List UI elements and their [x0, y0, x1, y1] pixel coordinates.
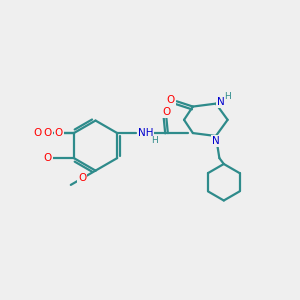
Text: O: O [78, 173, 86, 183]
Text: NH: NH [138, 128, 154, 138]
Text: O: O [44, 128, 52, 138]
Text: O: O [54, 128, 63, 138]
Text: O: O [162, 107, 170, 118]
Text: H: H [224, 92, 231, 101]
Text: O: O [33, 128, 41, 138]
Text: O: O [44, 153, 52, 163]
Text: O: O [167, 95, 175, 105]
Text: N: N [217, 97, 225, 107]
Text: H: H [151, 136, 158, 145]
Text: N: N [212, 136, 220, 146]
